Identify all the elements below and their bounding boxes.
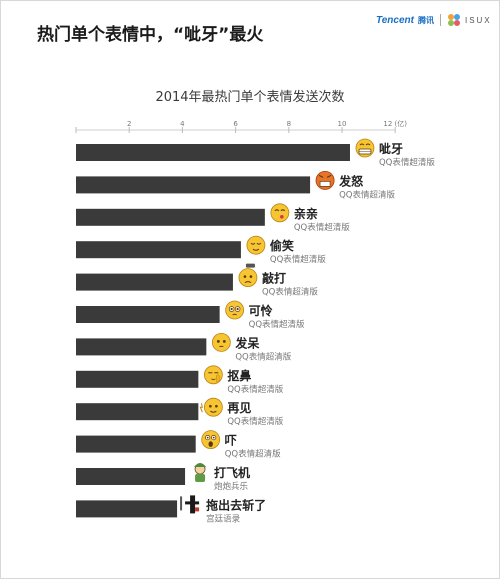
x-axis-tick-label: 4	[180, 120, 185, 128]
bar-category-label: 可怜	[249, 303, 273, 318]
bar-category-label: 吓	[225, 434, 237, 448]
bar-sublabel: QQ表情超清版	[235, 351, 291, 362]
bar	[76, 273, 233, 291]
bar	[76, 468, 186, 485]
snicker-face-icon	[246, 235, 266, 255]
bye-face-icon	[199, 397, 223, 417]
x-axis-tick-label: 6	[233, 120, 238, 128]
isux-mark-icon	[447, 14, 460, 26]
bar-category-label: 亲亲	[294, 206, 318, 221]
bar	[76, 403, 199, 421]
bar-sublabel: QQ表情超清版	[379, 157, 435, 168]
header-logo: Tencent 腾讯 ISUX	[376, 13, 492, 27]
bar-category-label: 抠鼻	[227, 368, 251, 383]
bar-category-label: 再见	[227, 401, 251, 415]
bar	[76, 144, 350, 161]
isux-logo: ISUX	[464, 15, 492, 25]
scared-face-icon	[201, 430, 221, 450]
bar-sublabel: 宫廷语录	[206, 513, 241, 524]
bar	[76, 176, 311, 194]
bar-sublabel: QQ表情超清版	[225, 449, 281, 460]
bar-sublabel: QQ表情超清版	[262, 287, 318, 298]
bar-sublabel: 炮炮兵乐	[214, 481, 249, 492]
page-title: 热门单个表情中，“呲牙”最火	[37, 25, 264, 45]
bar	[76, 370, 199, 388]
tencent-logo: Tencent	[376, 14, 414, 26]
x-axis-tick-label: 12 (亿)	[383, 119, 407, 128]
knock-face-icon	[238, 263, 258, 288]
bar	[76, 241, 241, 259]
execution-calligraphy-icon	[180, 495, 200, 514]
x-axis-tick-label: 10	[338, 120, 347, 128]
bar-sublabel: QQ表情超清版	[339, 189, 395, 200]
bar-category-label: 拖出去斩了	[206, 497, 266, 512]
blank-face-icon	[211, 332, 231, 352]
bar-sublabel: QQ表情超清版	[227, 384, 283, 395]
tencent-logo-cn: 腾讯	[417, 15, 434, 25]
bar-category-label: 呲牙	[379, 141, 403, 156]
bar	[76, 208, 265, 226]
nose-pick-face-icon	[203, 365, 223, 385]
kiss-face-icon	[270, 203, 290, 223]
bar-category-label: 偷笑	[270, 238, 294, 253]
bar	[76, 338, 207, 356]
x-axis-tick-label: 8	[287, 120, 291, 128]
bar-sublabel: QQ表情超清版	[227, 416, 283, 427]
bar-category-label: 打飞机	[214, 465, 250, 480]
logo-divider	[439, 14, 441, 26]
bar-sublabel: QQ表情超清版	[294, 222, 350, 233]
x-axis-tick-label: 2	[127, 120, 131, 128]
bar	[76, 435, 196, 453]
pitiful-face-icon	[225, 300, 245, 320]
bar-category-label: 发呆	[234, 335, 259, 350]
angry-face-icon	[315, 170, 335, 190]
bar-category-label: 敲打	[262, 271, 286, 286]
bar-category-label: 发怒	[338, 173, 364, 188]
grin-face-icon	[355, 138, 375, 158]
pao-soldier-icon	[194, 463, 207, 482]
bar-sublabel: QQ表情超清版	[249, 319, 305, 330]
bar	[76, 306, 220, 323]
chart-title: 2014年最热门单个表情发送次数	[155, 90, 345, 105]
bar-sublabel: QQ表情超清版	[270, 254, 326, 265]
bar	[76, 500, 178, 518]
